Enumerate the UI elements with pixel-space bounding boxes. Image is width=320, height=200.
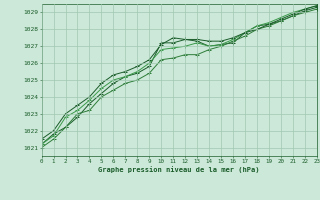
X-axis label: Graphe pression niveau de la mer (hPa): Graphe pression niveau de la mer (hPa) — [99, 166, 260, 173]
